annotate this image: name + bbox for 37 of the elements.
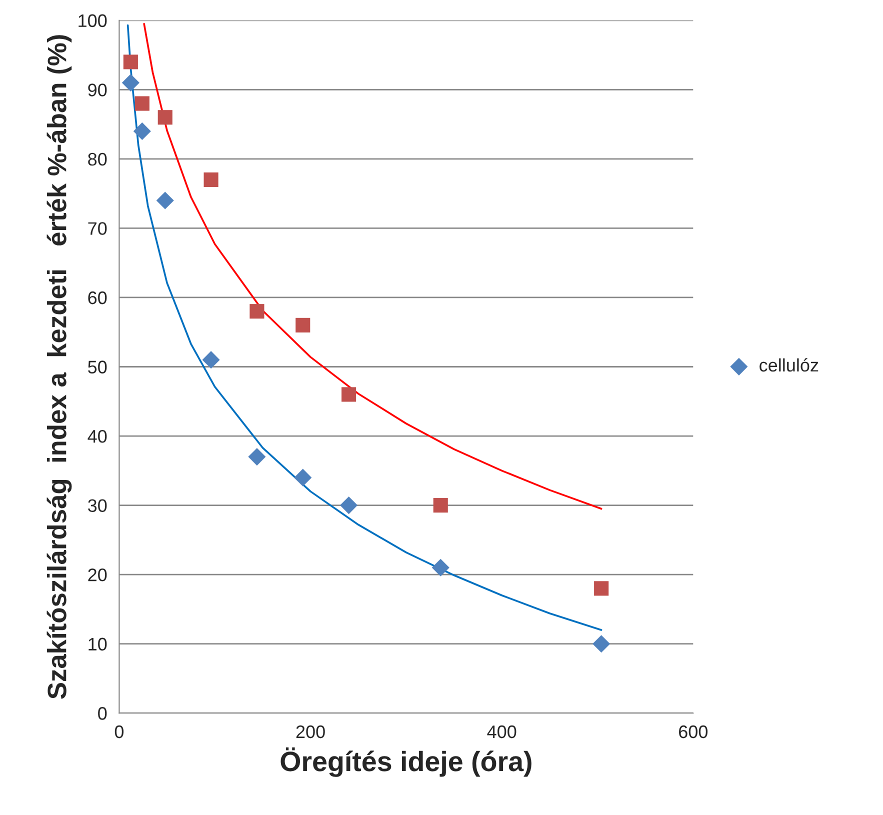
x-tick-label: 0 bbox=[114, 725, 124, 738]
point bbox=[594, 581, 609, 596]
point bbox=[133, 122, 151, 140]
point bbox=[433, 498, 448, 513]
point bbox=[202, 351, 220, 369]
point bbox=[340, 496, 358, 514]
y-tick-label: 40 bbox=[88, 430, 107, 443]
y-tick-label: 90 bbox=[88, 84, 107, 96]
y-tick-label: 30 bbox=[88, 499, 107, 512]
point bbox=[248, 448, 266, 466]
y-tick-label: 70 bbox=[88, 222, 107, 235]
point bbox=[122, 74, 140, 92]
point bbox=[134, 96, 150, 111]
x-tick-label: 600 bbox=[679, 725, 708, 738]
point bbox=[158, 110, 172, 125]
y-tick-label: 0 bbox=[98, 707, 107, 720]
line-series bbox=[143, 22, 602, 510]
point bbox=[592, 635, 610, 653]
point bbox=[432, 558, 450, 576]
x-tick-label: 400 bbox=[487, 725, 516, 738]
point bbox=[342, 387, 356, 402]
y-tick-label: 10 bbox=[88, 638, 107, 651]
x-tick-label: 200 bbox=[296, 725, 325, 738]
point bbox=[294, 468, 312, 486]
legend-label: cellulóz bbox=[760, 358, 818, 372]
y-tick-label: 50 bbox=[88, 360, 107, 374]
point bbox=[123, 54, 138, 70]
y-tick-label: 80 bbox=[88, 152, 107, 166]
point bbox=[250, 304, 264, 319]
x-axis-title: Öregítés ideje (óra) bbox=[280, 747, 532, 777]
y-axis-title: Szakítószilárdság index a kezdeti érték %-ában (%) bbox=[46, 35, 72, 699]
y-tick-label: 20 bbox=[88, 568, 107, 582]
point bbox=[296, 318, 310, 332]
point bbox=[156, 192, 174, 210]
y-tick-label: 100 bbox=[78, 14, 107, 28]
y-tick-label: 60 bbox=[88, 291, 107, 304]
point bbox=[204, 172, 218, 187]
